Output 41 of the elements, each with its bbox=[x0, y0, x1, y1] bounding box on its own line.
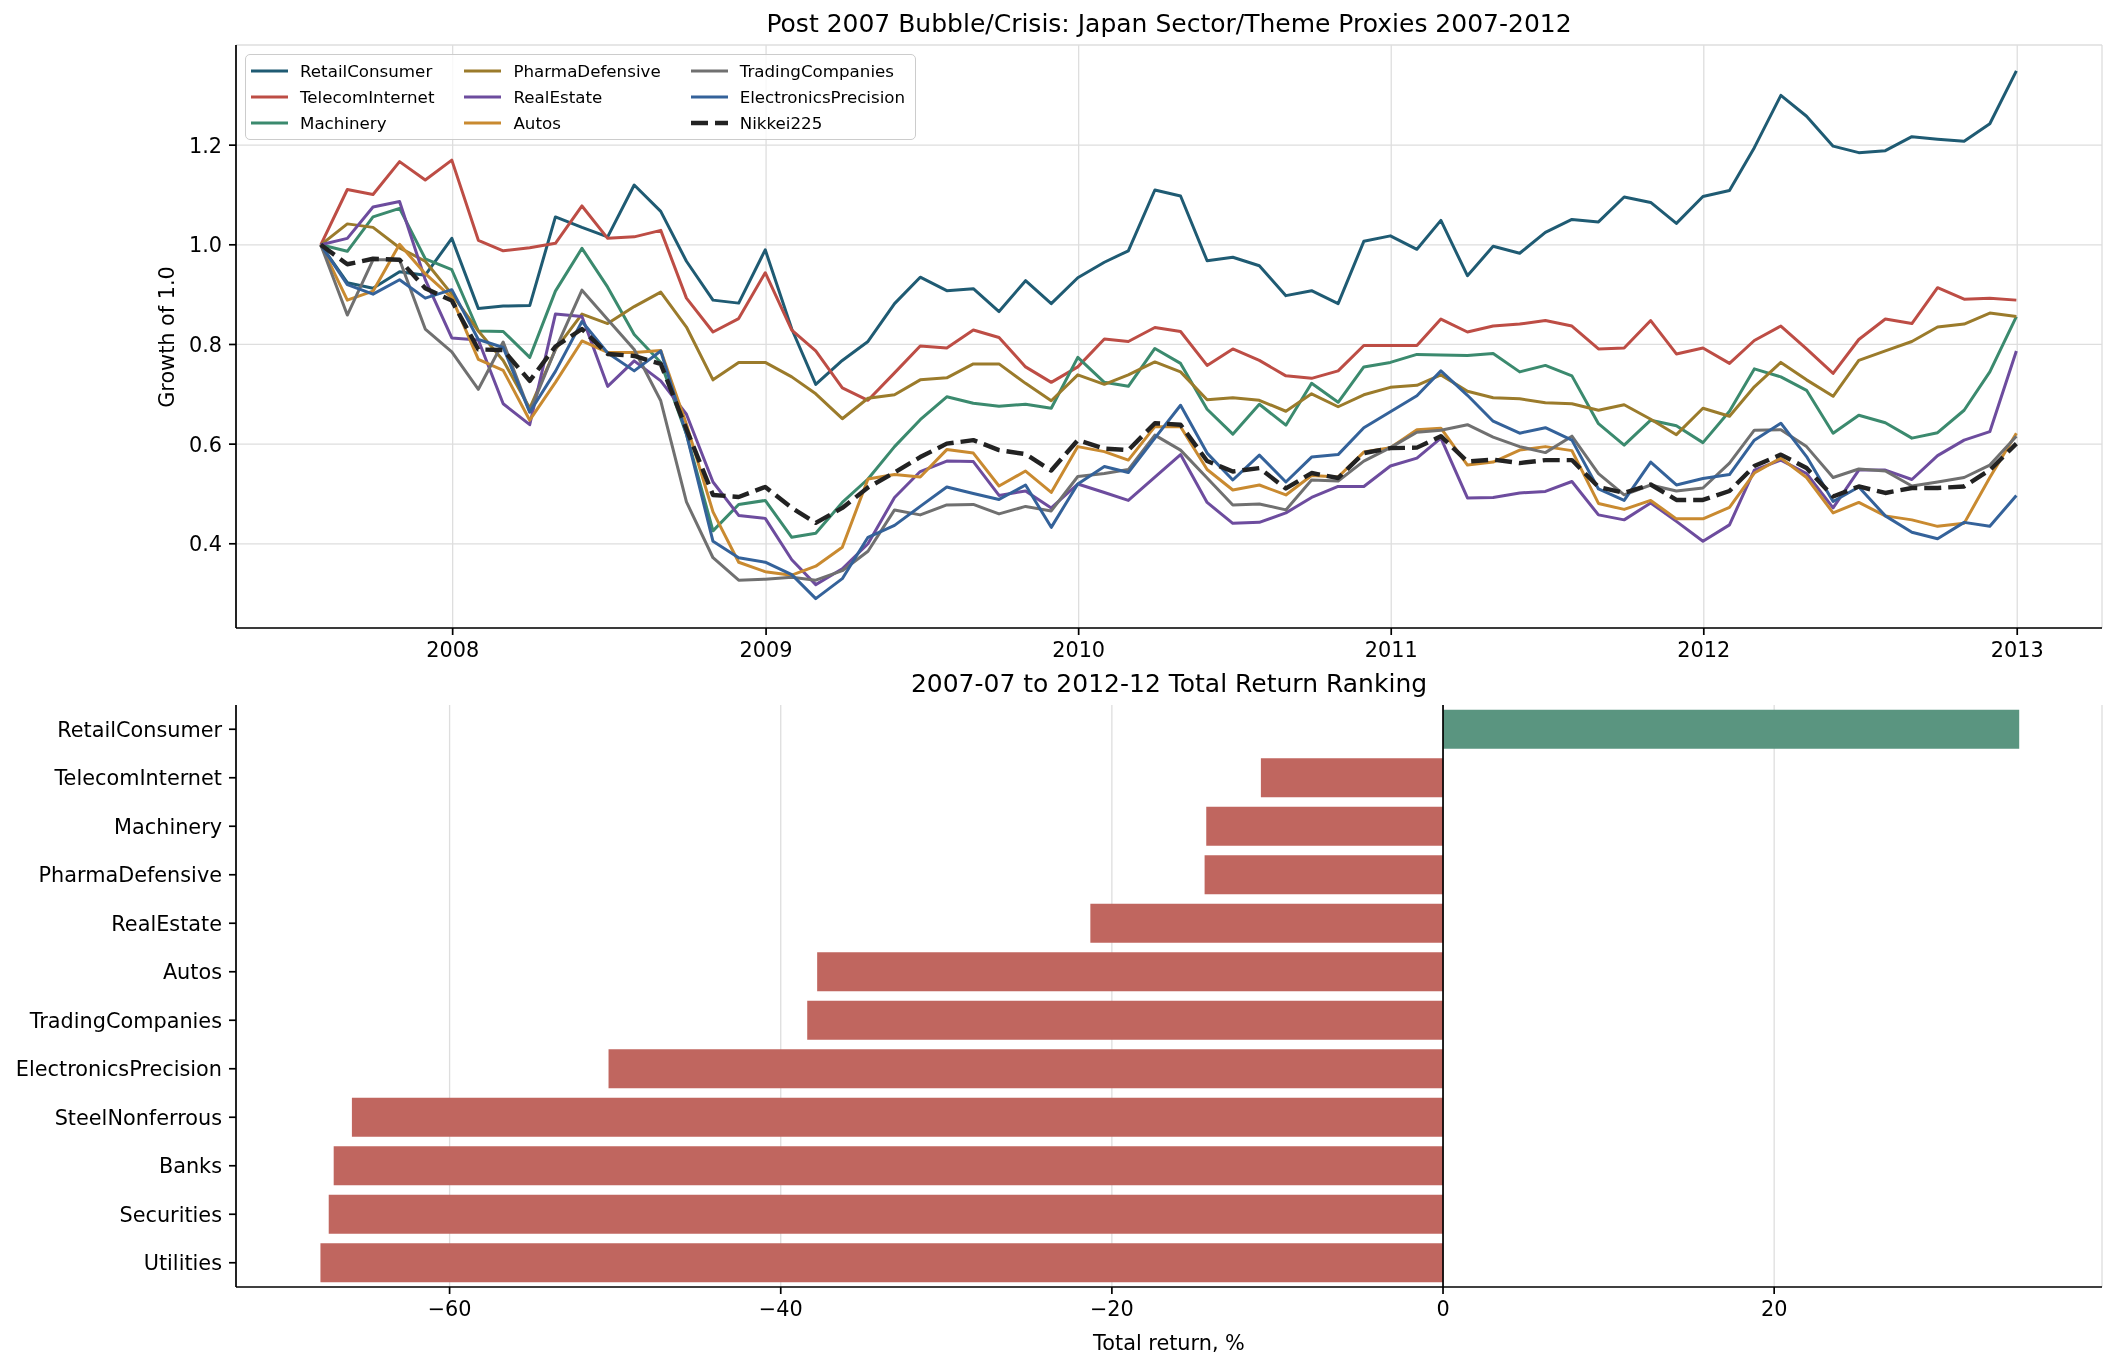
y-tick-label: 1.0 bbox=[188, 233, 222, 258]
y-tick-label: RetailConsumer bbox=[57, 717, 223, 742]
legend-label: Autos bbox=[513, 113, 561, 133]
chart-title: Post 2007 Bubble/Crisis: Japan Sector/Theme Proxies 2007-2012 bbox=[765, 8, 1573, 39]
legend-label: ElectronicsPrecision bbox=[739, 87, 906, 107]
x-tick-label: 20 bbox=[1760, 1296, 1788, 1321]
x-tick-label: −40 bbox=[758, 1296, 803, 1321]
x-tick-label: 2011 bbox=[1364, 637, 1418, 662]
y-tick-label: SteelNonferrous bbox=[54, 1105, 222, 1130]
x-tick-label: −20 bbox=[1089, 1296, 1134, 1321]
y-tick-label: PharmaDefensive bbox=[38, 863, 222, 888]
y-tick-label: 0.4 bbox=[188, 532, 222, 557]
y-tick-label: RealEstate bbox=[111, 911, 222, 936]
x-tick-label: −60 bbox=[427, 1296, 472, 1321]
y-tick-label: 0.6 bbox=[188, 432, 222, 457]
x-tick-label: 2010 bbox=[1052, 637, 1106, 662]
y-tick-label: TelecomInternet bbox=[53, 766, 222, 791]
legend-label: TradingCompanies bbox=[739, 61, 895, 81]
y-tick-label: TradingCompanies bbox=[28, 1008, 222, 1033]
x-tick-label: 2013 bbox=[1990, 637, 2044, 662]
x-tick-label: 2008 bbox=[426, 637, 480, 662]
y-tick-label: Utilities bbox=[143, 1251, 222, 1276]
y-axis-title: Growth of 1.0 bbox=[154, 265, 180, 408]
y-tick-label: Banks bbox=[158, 1154, 222, 1179]
x-tick-label: 2009 bbox=[739, 637, 793, 662]
y-tick-label: 0.8 bbox=[188, 332, 222, 357]
x-tick-label: 0 bbox=[1436, 1296, 1450, 1321]
y-tick-label: Securities bbox=[119, 1202, 222, 1227]
legend-label: PharmaDefensive bbox=[513, 61, 661, 81]
legend-label: RetailConsumer bbox=[300, 61, 433, 81]
chart-title: 2007-07 to 2012-12 Total Return Ranking bbox=[909, 668, 1429, 699]
legend-label: Nikkei225 bbox=[739, 113, 823, 133]
legend-label: TelecomInternet bbox=[300, 87, 435, 107]
x-axis-title: Total return, % bbox=[1092, 1330, 1246, 1356]
x-tick-label: 2012 bbox=[1677, 637, 1731, 662]
y-tick-label: Machinery bbox=[114, 814, 222, 839]
legend-label: RealEstate bbox=[513, 87, 603, 107]
legend-label: Machinery bbox=[300, 113, 387, 133]
y-tick-label: ElectronicsPrecision bbox=[15, 1057, 222, 1082]
y-tick-label: Autos bbox=[162, 960, 222, 985]
y-tick-label: 1.2 bbox=[188, 133, 222, 158]
